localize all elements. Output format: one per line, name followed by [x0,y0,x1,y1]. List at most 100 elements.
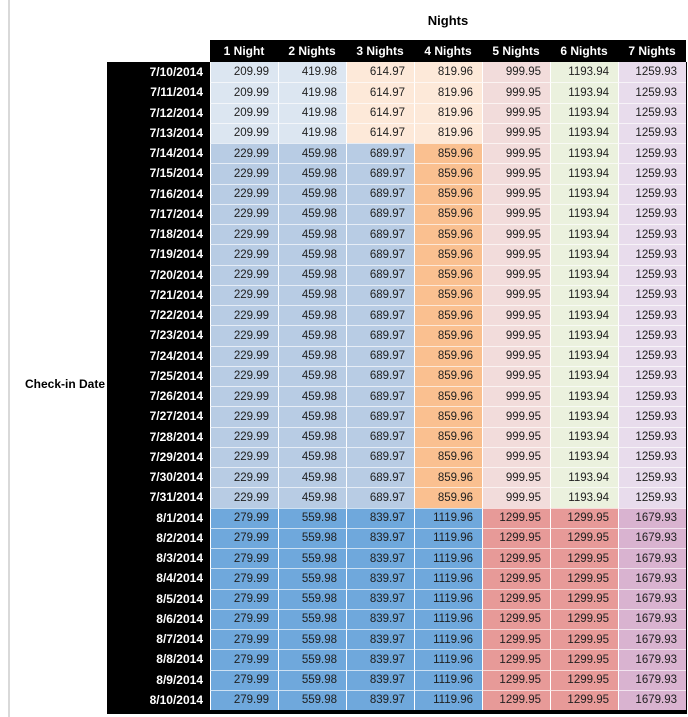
date-cell[interactable]: 7/25/2014 [107,365,210,386]
date-cell[interactable]: 8/1/2014 [107,507,210,528]
price-cell[interactable]: 839.97 [346,588,414,609]
price-cell[interactable]: 839.97 [346,568,414,589]
price-cell[interactable]: 229.99 [210,244,278,265]
price-cell[interactable]: 229.99 [210,143,278,164]
price-cell[interactable]: 559.98 [278,649,346,670]
price-cell[interactable]: 1193.94 [550,325,618,346]
price-cell[interactable]: 279.99 [210,527,278,548]
price-cell[interactable]: 209.99 [210,102,278,123]
date-cell[interactable]: 7/23/2014 [107,325,210,346]
price-cell[interactable]: 1299.95 [550,548,618,569]
price-cell[interactable]: 1259.93 [618,345,686,366]
price-cell[interactable]: 459.98 [278,183,346,204]
price-cell[interactable]: 229.99 [210,467,278,488]
price-cell[interactable]: 459.98 [278,163,346,184]
price-cell[interactable]: 999.95 [482,203,550,224]
price-cell[interactable]: 459.98 [278,467,346,488]
price-cell[interactable]: 999.95 [482,325,550,346]
price-cell[interactable]: 1119.96 [414,568,482,589]
price-cell[interactable]: 689.97 [346,163,414,184]
price-cell[interactable]: 689.97 [346,446,414,467]
price-cell[interactable]: 999.95 [482,426,550,447]
price-cell[interactable]: 1259.93 [618,244,686,265]
price-cell[interactable]: 229.99 [210,224,278,245]
price-cell[interactable]: 1679.93 [618,507,686,528]
price-cell[interactable]: 999.95 [482,82,550,103]
price-cell[interactable]: 859.96 [414,386,482,407]
price-cell[interactable]: 1193.94 [550,386,618,407]
price-cell[interactable]: 1119.96 [414,507,482,528]
price-cell[interactable]: 209.99 [210,62,278,83]
price-cell[interactable]: 1119.96 [414,527,482,548]
price-cell[interactable]: 1299.95 [482,608,550,629]
date-cell[interactable]: 8/4/2014 [107,568,210,589]
price-cell[interactable]: 689.97 [346,345,414,366]
price-cell[interactable]: 689.97 [346,203,414,224]
price-cell[interactable]: 459.98 [278,203,346,224]
price-cell[interactable]: 999.95 [482,305,550,326]
price-cell[interactable]: 229.99 [210,365,278,386]
price-cell[interactable]: 229.99 [210,345,278,366]
price-cell[interactable]: 859.96 [414,183,482,204]
price-cell[interactable]: 279.99 [210,608,278,629]
price-cell[interactable]: 859.96 [414,406,482,427]
price-cell[interactable]: 689.97 [346,224,414,245]
price-cell[interactable]: 459.98 [278,386,346,407]
price-cell[interactable]: 229.99 [210,183,278,204]
price-cell[interactable]: 559.98 [278,608,346,629]
date-cell[interactable]: 7/31/2014 [107,487,210,508]
price-cell[interactable]: 229.99 [210,325,278,346]
price-cell[interactable]: 859.96 [414,305,482,326]
price-cell[interactable]: 1679.93 [618,548,686,569]
price-cell[interactable]: 1679.93 [618,629,686,650]
date-cell[interactable]: 7/30/2014 [107,467,210,488]
price-cell[interactable]: 229.99 [210,305,278,326]
price-cell[interactable]: 999.95 [482,62,550,83]
price-cell[interactable]: 279.99 [210,548,278,569]
price-cell[interactable]: 999.95 [482,143,550,164]
price-cell[interactable]: 559.98 [278,588,346,609]
price-cell[interactable]: 1119.96 [414,669,482,690]
price-cell[interactable]: 1299.95 [482,527,550,548]
date-cell[interactable]: 8/7/2014 [107,629,210,650]
price-cell[interactable]: 1119.96 [414,689,482,710]
price-cell[interactable]: 999.95 [482,345,550,366]
price-cell[interactable]: 859.96 [414,224,482,245]
price-cell[interactable]: 229.99 [210,203,278,224]
price-cell[interactable]: 1259.93 [618,102,686,123]
price-cell[interactable]: 859.96 [414,203,482,224]
price-cell[interactable]: 209.99 [210,122,278,143]
price-cell[interactable]: 419.98 [278,102,346,123]
price-cell[interactable]: 999.95 [482,264,550,285]
price-cell[interactable]: 839.97 [346,669,414,690]
price-cell[interactable]: 1193.94 [550,143,618,164]
price-cell[interactable]: 1299.95 [482,669,550,690]
price-cell[interactable]: 859.96 [414,143,482,164]
price-cell[interactable]: 1259.93 [618,406,686,427]
price-cell[interactable]: 1299.95 [482,507,550,528]
date-cell[interactable]: 7/28/2014 [107,426,210,447]
price-cell[interactable]: 859.96 [414,264,482,285]
price-cell[interactable]: 279.99 [210,568,278,589]
price-cell[interactable]: 209.99 [210,82,278,103]
price-cell[interactable]: 689.97 [346,183,414,204]
price-cell[interactable]: 1299.95 [482,649,550,670]
price-cell[interactable]: 229.99 [210,386,278,407]
price-cell[interactable]: 1299.95 [550,527,618,548]
price-cell[interactable]: 1193.94 [550,122,618,143]
price-cell[interactable]: 1193.94 [550,365,618,386]
price-cell[interactable]: 1259.93 [618,62,686,83]
price-cell[interactable]: 1299.95 [550,507,618,528]
price-cell[interactable]: 689.97 [346,143,414,164]
date-cell[interactable]: 8/2/2014 [107,527,210,548]
date-cell[interactable]: 8/3/2014 [107,548,210,569]
price-cell[interactable]: 1119.96 [414,548,482,569]
price-cell[interactable]: 689.97 [346,426,414,447]
price-cell[interactable]: 1299.95 [550,608,618,629]
price-cell[interactable]: 229.99 [210,406,278,427]
price-cell[interactable]: 1299.95 [482,548,550,569]
price-cell[interactable]: 1259.93 [618,325,686,346]
price-cell[interactable]: 1193.94 [550,345,618,366]
price-cell[interactable]: 689.97 [346,467,414,488]
price-cell[interactable]: 1259.93 [618,82,686,103]
